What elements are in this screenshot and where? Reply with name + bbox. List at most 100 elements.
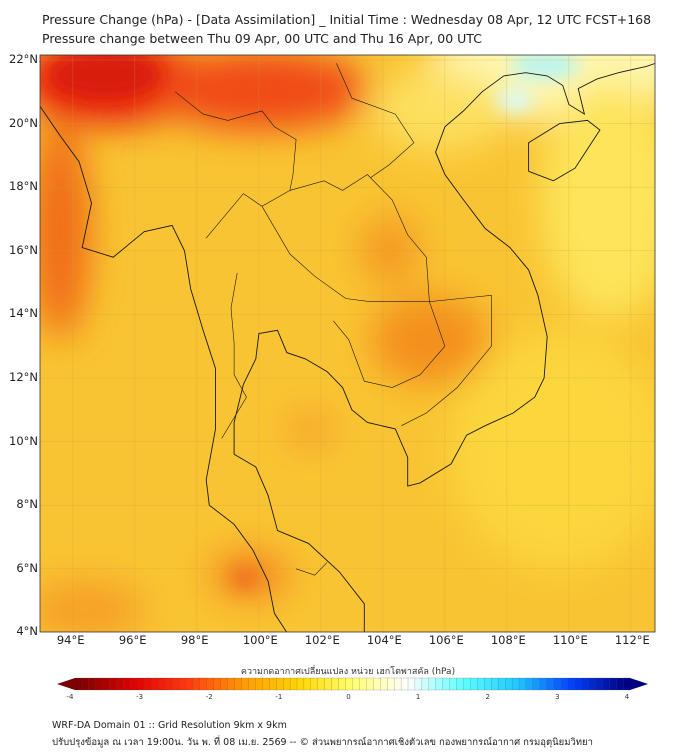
lon-label: 106°E: [428, 633, 464, 647]
colorbar-segment: [137, 677, 145, 691]
colorbar-title: ความกดอากาศเปลี่ยนแปลง หน่วย เฮกโตพาสคัล…: [240, 667, 456, 677]
colorbar-segment: [477, 677, 485, 691]
lon-label: 94°E: [56, 633, 85, 647]
colorbar-segment: [116, 677, 124, 691]
colorbar-segment: [317, 677, 326, 691]
colorbar-segment: [435, 677, 444, 691]
colorbar-segment: [130, 677, 138, 691]
colorbar-segment: [602, 677, 610, 691]
chart-title: Pressure Change (hPa) - [Data Assimilati…: [42, 12, 652, 27]
colorbar-segment: [407, 677, 416, 691]
colorbar: [57, 677, 648, 691]
colorbar-segment: [199, 677, 208, 691]
colorbar-segment: [303, 677, 312, 691]
colorbar-segment: [609, 677, 617, 691]
colorbar-segment: [622, 677, 631, 691]
colorbar-segment: [151, 677, 159, 691]
lat-label: 6°N: [16, 560, 38, 575]
colorbar-segment: [505, 677, 513, 691]
colorbar-min-extend: [57, 678, 75, 690]
border-segment: [221, 273, 247, 439]
colorbar-segment: [220, 677, 229, 691]
colorbar-segment: [470, 677, 478, 691]
lon-label: 112°E: [614, 633, 650, 647]
colorbar-segment: [428, 677, 437, 691]
colorbar-segment: [442, 677, 451, 691]
colorbar-segment: [206, 677, 215, 691]
border-segment: [261, 206, 430, 303]
colorbar-segment: [276, 677, 284, 691]
border-segment: [333, 301, 446, 388]
colorbar-segment: [539, 677, 548, 691]
lat-label: 10°N: [9, 433, 38, 448]
colorbar-segment: [525, 677, 534, 691]
lat-label: 8°N: [16, 497, 38, 512]
colorbar-segment: [74, 677, 83, 691]
footer-model-info: WRF-DA Domain 01 :: Grid Resolution 9km …: [52, 720, 287, 731]
colorbar-segment: [324, 677, 333, 691]
colorbar-segment: [123, 677, 131, 691]
colorbar-segment: [394, 677, 402, 691]
lat-label: 4°N: [16, 624, 38, 639]
lon-label: 100°E: [242, 633, 278, 647]
colorbar-segment: [283, 677, 291, 691]
lat-label: 12°N: [9, 370, 38, 384]
colorbar-segment: [498, 677, 506, 691]
colorbar-tick-label: -3: [136, 693, 144, 701]
colorbar-segment: [414, 677, 423, 691]
colorbar-segment: [144, 677, 152, 691]
coastline: [40, 62, 655, 632]
colorbar-segment: [387, 677, 395, 691]
colorbar-segment: [310, 677, 319, 691]
lon-label: 102°E: [304, 633, 340, 647]
coastline-segment: [233, 62, 655, 632]
colorbar-segment: [553, 677, 562, 691]
lon-label: 110°E: [552, 633, 588, 647]
colorbar-segment: [109, 677, 118, 691]
colorbar-segment: [456, 677, 464, 691]
colorbar-segment: [95, 677, 104, 691]
colorbar-tick-label: 2: [485, 693, 490, 701]
lon-label: 108°E: [490, 633, 526, 647]
lon-label: 104°E: [366, 633, 402, 647]
colorbar-tick-label: -1: [275, 693, 283, 701]
colorbar-segment: [81, 677, 90, 691]
border-segment: [336, 63, 415, 178]
colorbar-tick-label: 4: [624, 693, 630, 701]
border-segment: [296, 562, 328, 576]
colorbar-tick-label: -4: [66, 693, 74, 701]
colorbar-segment: [463, 677, 471, 691]
lat-label: 20°N: [9, 115, 38, 130]
coastline-segment: [40, 105, 288, 632]
colorbar-segment: [289, 677, 298, 691]
colorbar-tick-label: 1: [415, 693, 421, 701]
colorbar-segment: [248, 677, 256, 691]
colorbar-segment: [102, 677, 111, 691]
colorbar-segment: [560, 677, 568, 691]
colorbar-segment: [484, 677, 492, 691]
colorbar-segment: [574, 677, 582, 691]
colorbar-segment: [567, 677, 575, 691]
colorbar-segment: [546, 677, 555, 691]
lat-label: 14°N: [9, 306, 38, 321]
lat-label: 22°N: [9, 52, 38, 66]
colorbar-segment: [511, 677, 520, 691]
chart-subtitle: Pressure change between Thu 09 Apr, 00 U…: [42, 31, 482, 46]
lon-label: 98°E: [180, 633, 209, 647]
colorbar-segment: [296, 677, 305, 691]
colorbar-segment: [421, 677, 430, 691]
colorbar-tick-label: 0: [346, 693, 351, 701]
colorbar-segment: [178, 677, 187, 691]
colorbar-tick-label: -2: [205, 693, 213, 701]
colorbar-segment: [262, 677, 270, 691]
colorbar-segment: [158, 677, 166, 691]
colorbar-segment: [449, 677, 457, 691]
colorbar-segment: [380, 677, 388, 691]
colorbar-tick-label: 3: [555, 693, 560, 701]
colorbar-segment: [88, 677, 97, 691]
colorbar-segment: [227, 677, 235, 691]
colorbar-segment: [234, 677, 242, 691]
colorbar-segment: [366, 677, 374, 691]
colorbar-segment: [532, 677, 541, 691]
coastline-segment: [528, 119, 601, 182]
